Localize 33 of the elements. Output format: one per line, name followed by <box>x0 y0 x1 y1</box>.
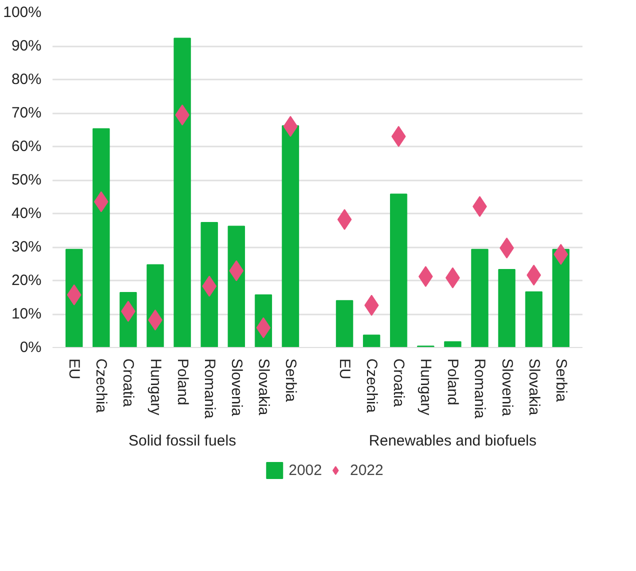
y-tick-label: 10% <box>11 306 42 322</box>
text: Renewables and biofuels <box>368 432 537 450</box>
x-tick-label: Slovakia <box>254 358 272 416</box>
x-tick-label: Hungary <box>417 358 434 416</box>
x-tick-label: Romania <box>471 358 488 420</box>
x-tick-label: Hungary <box>146 358 164 416</box>
x-tick-label: Slovenia <box>498 358 516 417</box>
y-tick-label: 90% <box>11 38 42 54</box>
y-tick-label: 50% <box>11 172 42 188</box>
x-tick-label: Poland <box>174 358 191 406</box>
y-tick-label: 70% <box>11 104 42 122</box>
y-tick-label: 30% <box>11 238 42 256</box>
x-tick-label: Croatia <box>120 358 137 408</box>
x-tick-label: Slovakia <box>525 358 542 416</box>
y-tick-label: 20% <box>11 272 42 289</box>
x-tick-label: Croatia <box>390 358 408 408</box>
x-tick-label: Poland <box>444 358 462 406</box>
y-tick-label: 100% <box>3 4 42 21</box>
x-tick-label: Romania <box>200 358 218 420</box>
legend-label: 2002 <box>288 462 322 478</box>
text: Solid fossil fuels <box>128 432 236 450</box>
x-tick-label: Czechia <box>92 358 110 414</box>
x-tick-label: EU <box>336 358 354 380</box>
y-tick-label: 0% <box>20 339 42 356</box>
x-tick-label: Czechia <box>363 358 380 414</box>
y-tick-label: 40% <box>11 205 42 222</box>
x-tick-label: Slovenia <box>228 358 245 417</box>
x-tick-label: EU <box>66 358 83 380</box>
y-tick-label: 80% <box>11 71 42 88</box>
x-tick-label: Serbia <box>282 358 299 403</box>
x-tick-label: Serbia <box>552 358 570 403</box>
y-tick-label: 60% <box>11 138 42 155</box>
legend-label: 2022 <box>350 462 384 478</box>
